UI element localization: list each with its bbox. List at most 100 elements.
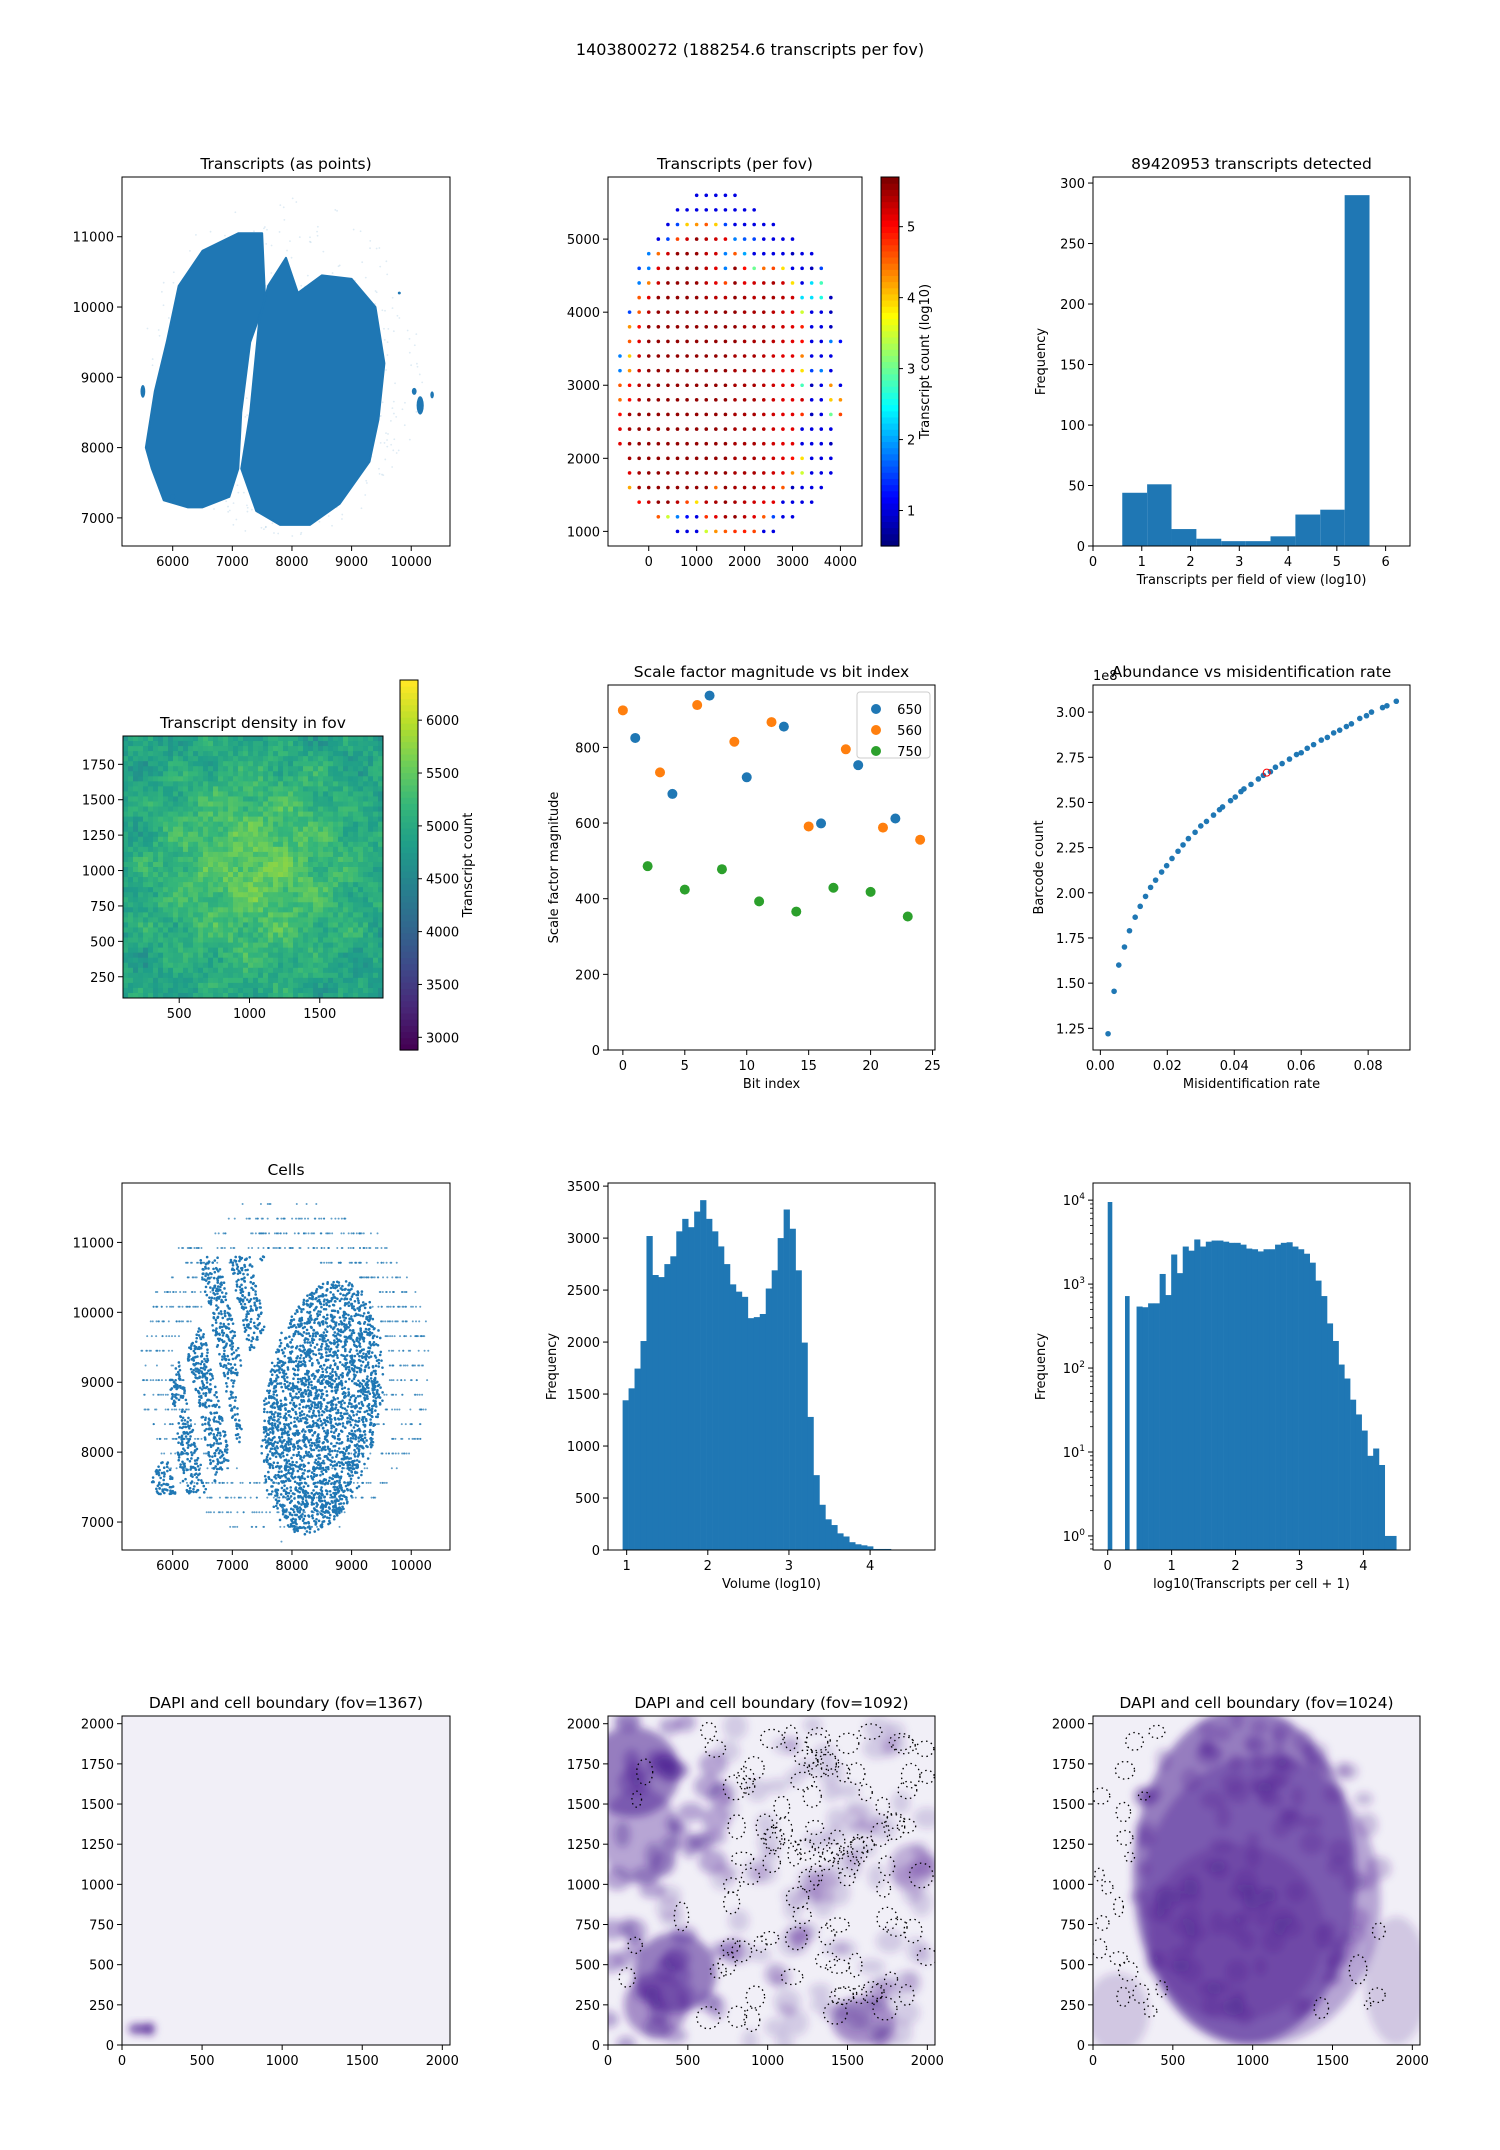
heatmap-cell [238, 922, 244, 928]
fov-point [694, 310, 699, 314]
data-point [1219, 804, 1226, 810]
heatmap-cell [268, 806, 274, 813]
fov-point [704, 529, 709, 534]
heatmap-cell [373, 756, 379, 762]
heatmap-cell [223, 957, 229, 964]
heatmap-cell [173, 892, 179, 898]
heatmap-cell [218, 801, 224, 808]
fov-point [675, 310, 680, 314]
heatmap-cell [133, 937, 139, 944]
cell-point [326, 1338, 330, 1342]
data-point [1356, 715, 1363, 722]
heatmap-cell [198, 872, 204, 878]
heatmap-cell [138, 811, 144, 818]
heatmap-cell [363, 811, 369, 818]
heatmap-cell [128, 766, 134, 772]
fov-point [752, 456, 756, 461]
heatmap-cell [163, 801, 169, 808]
fov-point [618, 368, 622, 373]
heatmap-cell [238, 872, 244, 878]
heatmap-cell [343, 967, 349, 974]
heatmap-cell [238, 927, 244, 933]
sparse-point [246, 504, 248, 507]
heatmap-cell [333, 912, 339, 918]
heatmap-cell [363, 771, 369, 777]
fov-point [781, 237, 785, 241]
heatmap-cell [183, 962, 189, 969]
heatmap-cell [278, 867, 284, 873]
heatmap-cell [288, 902, 294, 908]
cell-point [347, 1391, 350, 1394]
heatmap-cell [268, 927, 274, 933]
heatmap-cell [253, 851, 259, 858]
fov-point [646, 281, 651, 285]
heatmap-cell [188, 972, 194, 979]
heatmap-cell [228, 877, 234, 883]
fov-point [704, 441, 709, 446]
heatmap-cell [218, 927, 224, 933]
fov-point [829, 295, 833, 300]
heatmap-cell [353, 917, 359, 923]
cell-point [376, 1412, 380, 1416]
fov-point [656, 281, 661, 285]
heatmap-cell [293, 821, 299, 828]
heatmap-cell [248, 867, 254, 873]
fov-point [637, 456, 641, 461]
fov-point [790, 441, 795, 446]
sparse-point [341, 518, 343, 520]
heatmap-cell [238, 932, 244, 939]
heatmap-cell [318, 736, 324, 742]
heatmap-cell [193, 776, 199, 782]
heatmap-cell [248, 741, 254, 747]
heatmap-cell [228, 841, 234, 848]
heatmap-cell [358, 811, 364, 818]
heatmap-cell [193, 746, 199, 752]
fov-point [704, 339, 709, 344]
heatmap-cell [228, 781, 234, 787]
heatmap-cell [233, 942, 239, 949]
fov-point [819, 339, 824, 344]
heatmap-cell [173, 846, 179, 853]
heatmap-cell [123, 947, 129, 954]
scale-factor-scatter [617, 690, 926, 922]
heatmap-cell [318, 977, 324, 984]
chart-title: Scale factor magnitude vs bit index [634, 663, 909, 681]
fov-point [666, 354, 670, 358]
heatmap-cell [268, 741, 274, 747]
fov-point [781, 295, 785, 300]
heatmap-cell [223, 972, 229, 979]
heatmap-cell [198, 907, 204, 913]
fov-point [685, 237, 689, 241]
fov-point [704, 193, 709, 198]
heatmap-cell [348, 932, 354, 939]
heatmap-cell [333, 952, 339, 959]
heatmap-cell [218, 811, 224, 818]
sparse-point [341, 513, 344, 516]
heatmap-cell [123, 806, 129, 813]
heatmap-cell [188, 781, 194, 787]
heatmap-cell [308, 821, 314, 828]
heatmap-cell [123, 877, 129, 883]
fov-point [637, 412, 641, 417]
fov-point [838, 412, 843, 417]
heatmap-cell [278, 746, 284, 752]
heatmap-cell [373, 947, 379, 954]
heatmap-cell [238, 967, 244, 974]
heatmap-cell [208, 932, 214, 939]
fov-point [761, 383, 766, 388]
heatmap-cell [338, 736, 344, 742]
heatmap-cell [303, 902, 309, 908]
heatmap-cell [163, 877, 169, 883]
colorbar-segment [400, 969, 418, 977]
sparse-point [213, 508, 215, 510]
heatmap-cell [248, 761, 254, 767]
heatmap-cell [288, 917, 294, 923]
heatmap-cell [143, 877, 149, 883]
heatmap-cell [128, 821, 134, 828]
heatmap-cell [203, 902, 209, 908]
heatmap-cell [333, 927, 339, 933]
heatmap-cell [218, 861, 224, 868]
heatmap-cell [268, 892, 274, 898]
colorbar-segment [400, 865, 418, 872]
histogram-bar [1196, 538, 1222, 546]
